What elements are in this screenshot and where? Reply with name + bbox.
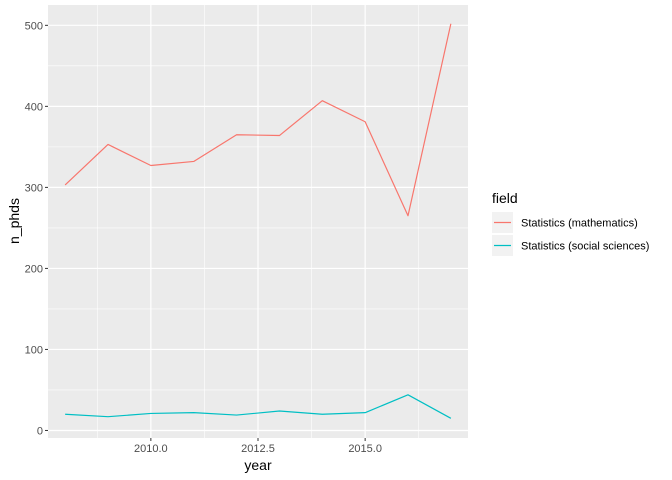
y-tick-label: 400 [25, 101, 43, 113]
y-axis-title: n_phds [6, 198, 22, 244]
major-gridlines [48, 5, 468, 438]
y-axis-ticks: 0 100 200 300 400 500 [25, 20, 48, 437]
series-line-2 [65, 394, 452, 419]
series-line-1 [64, 23, 452, 217]
legend-label-2: Statistics (social sciences) [521, 241, 649, 253]
legend-title: field [492, 190, 518, 206]
x-tick-label: 2010.0 [134, 443, 168, 455]
x-tick-label: 2015.0 [348, 443, 382, 455]
y-tick-label: 0 [37, 425, 43, 437]
x-tick-label: 2012.5 [241, 443, 275, 455]
x-axis-title: year [244, 457, 272, 473]
y-tick-label: 100 [25, 344, 43, 356]
x-axis-ticks: 2010.0 2012.5 2015.0 [134, 438, 382, 455]
y-tick-label: 300 [25, 182, 43, 194]
legend-label-1: Statistics (mathematics) [521, 218, 638, 230]
y-tick-label: 500 [25, 20, 43, 32]
series-lines [64, 23, 452, 419]
y-tick-label: 200 [25, 263, 43, 275]
legend: field Statistics (mathematics) Statistics… [492, 190, 649, 256]
